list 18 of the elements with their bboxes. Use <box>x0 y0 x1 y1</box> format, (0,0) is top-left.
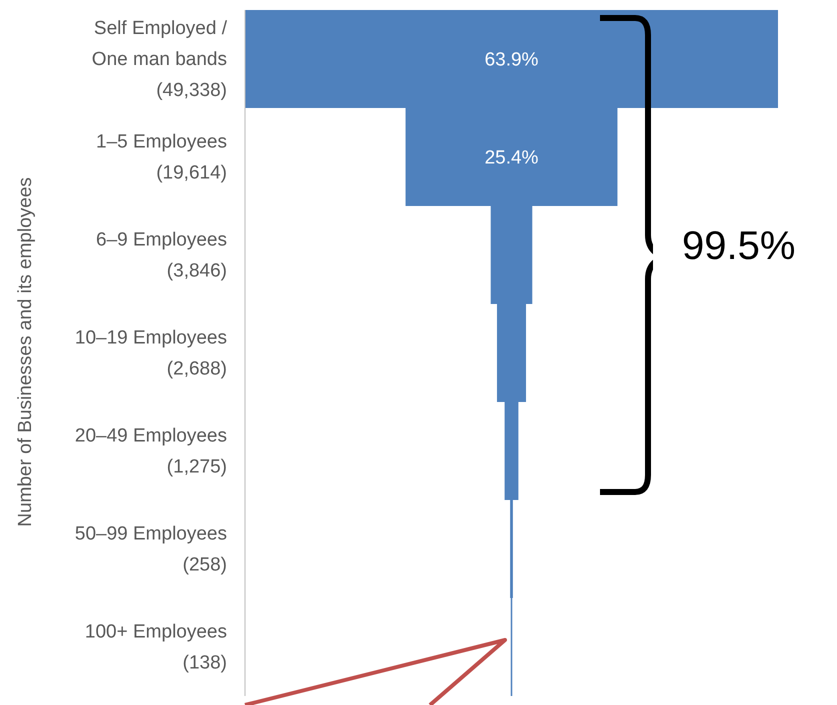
data-label: (49,338) <box>156 80 227 100</box>
category-label: 100+ Employees <box>84 621 227 642</box>
category-label: 10–19 Employees <box>74 327 227 348</box>
data-label: (3,846) <box>166 260 227 281</box>
text: 99.5% <box>682 224 796 269</box>
data-label: (258) <box>182 554 227 575</box>
category-label: 50–99 Employees <box>74 523 227 544</box>
data-label: (138) <box>182 652 227 673</box>
text: 63.9% <box>484 50 538 71</box>
data-label: (19,614) <box>156 162 227 183</box>
category-label: 1–5 Employees <box>96 131 227 152</box>
category-label: 6–9 Employees <box>96 229 227 250</box>
category-label: 20–49 Employees <box>74 425 227 446</box>
data-label: (2,688) <box>166 358 227 379</box>
category-label: Self Employed / One man bands <box>92 18 228 70</box>
text: Number of Businesses and its employees <box>15 177 37 527</box>
data-label: (1,275) <box>166 456 227 477</box>
text: 25.4% <box>484 148 538 169</box>
